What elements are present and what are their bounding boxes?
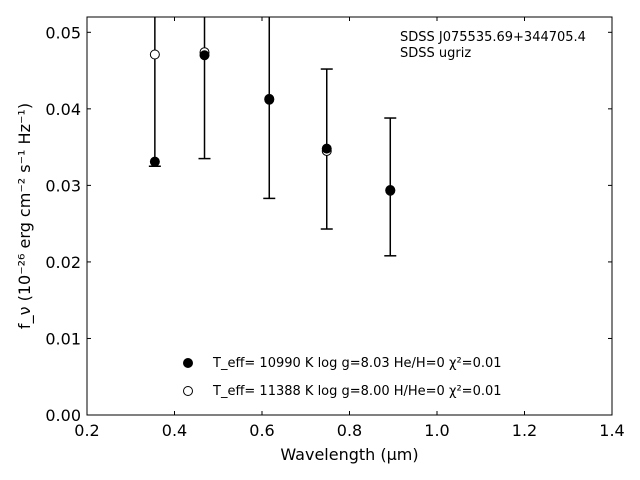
data-markers: [149, 47, 396, 196]
x-axis: 0.2 0.4 0.6 0.8 1.0 1.2 1.4: [74, 17, 625, 440]
point-db-model: [149, 49, 160, 60]
y-axis: 0.00 0.01 0.02 0.03 0.04 0.05: [45, 23, 612, 425]
x-axis-title: Wavelength (μm): [280, 445, 418, 464]
x-tick-label: 0.8: [337, 421, 362, 440]
x-tick-label: 1.2: [512, 421, 537, 440]
point-da-model: [385, 184, 396, 195]
legend-label-db-model: T_eff= 11388 K log g=8.00 H/He=0 χ²=0.01: [212, 384, 502, 399]
plot-area: [87, 17, 612, 415]
y-axis-title: f_ν (10⁻²⁶ erg cm⁻² s⁻¹ Hz⁻¹): [15, 103, 35, 329]
legend: T_eff= 10990 K log g=8.03 He/H=0 χ²=0.01…: [183, 356, 502, 399]
y-tick-label: 0.01: [45, 329, 81, 348]
x-tick-label: 1.0: [424, 421, 449, 440]
x-tick-label: 0.2: [74, 421, 99, 440]
point-da-model: [149, 156, 160, 167]
y-tick-label: 0.00: [45, 406, 81, 425]
y-tick-label: 0.04: [45, 100, 81, 119]
point-da-model: [321, 143, 332, 154]
x-tick-label: 0.4: [162, 421, 187, 440]
y-tick-label: 0.05: [45, 23, 81, 42]
y-tick-label: 0.02: [45, 253, 81, 272]
x-tick-label: 0.6: [249, 421, 274, 440]
y-tick-label: 0.03: [45, 176, 81, 195]
x-tick-label: 1.4: [599, 421, 624, 440]
annotation-object-name: SDSS J075535.69+344705.4: [400, 30, 586, 45]
point-da-model: [264, 94, 275, 105]
legend-marker-filled: [183, 358, 193, 368]
point-da-model: [199, 50, 210, 61]
legend-label-da-model: T_eff= 10990 K log g=8.03 He/H=0 χ²=0.01: [212, 356, 502, 371]
annotation-photometry: SDSS ugriz: [400, 46, 471, 61]
legend-marker-open: [183, 386, 193, 396]
